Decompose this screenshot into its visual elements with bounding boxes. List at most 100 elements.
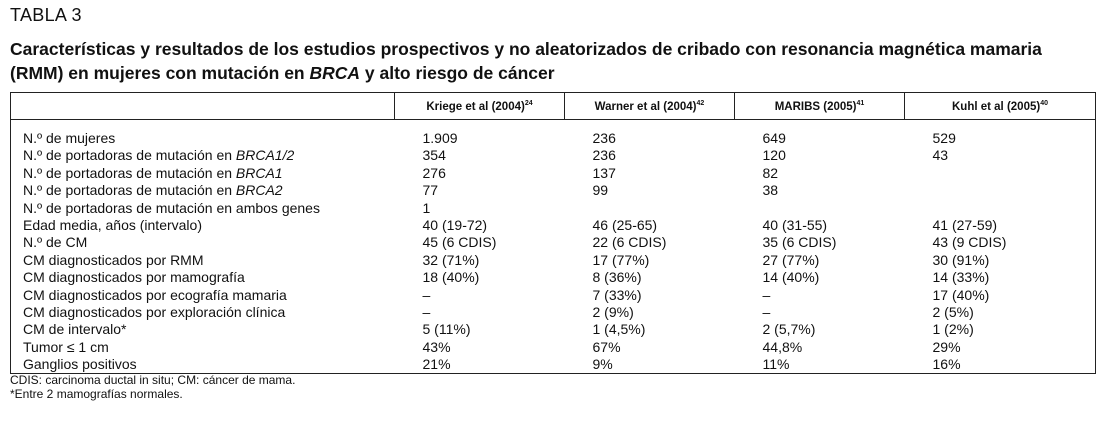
row-label: CM diagnosticados por mamografía: [11, 269, 395, 286]
row-label: N.º de portadoras de mutación en BRCA1: [11, 165, 395, 182]
label-italic: BRCA1: [235, 164, 283, 181]
label-text: N.º de mujeres: [23, 130, 116, 146]
cell: –: [422, 303, 431, 320]
header-cell: Kuhl et al (2005)40: [904, 92, 1096, 120]
cell: –: [422, 286, 431, 303]
cell: 44,8%: [762, 338, 803, 355]
label-text: CM diagnosticados por mamografía: [23, 269, 245, 286]
title-italic: BRCA: [309, 63, 361, 83]
label-text: CM diagnosticados por RMM: [23, 251, 204, 268]
cell: 14 (33%): [932, 269, 990, 286]
label-text: N.º de portadoras de mutación en: [23, 164, 236, 181]
cell: 1.909: [422, 130, 458, 146]
label-text: N.º de portadoras de mutación en: [23, 182, 236, 199]
empty-cell: [735, 200, 905, 217]
cell: 99: [592, 182, 609, 199]
cell: 5 (11%): [422, 321, 471, 338]
empty-cell: [905, 182, 1096, 199]
label-text: CM diagnosticados por ecografía mamaria: [23, 286, 287, 303]
column-ref: 40: [1040, 99, 1048, 107]
table-label: TABLA 3: [10, 5, 82, 25]
title-text: Características y resultados de los estu…: [10, 39, 1042, 83]
footnote: CDIS: carcinoma ductal in situ; CM: cánc…: [10, 373, 296, 387]
cell: –: [762, 286, 771, 303]
footnote: *Entre 2 mamografías normales.: [10, 387, 183, 401]
table-body: N.º de mujeres 1.909 236 649 529 N.º de porta…: [11, 120, 1096, 374]
label-text: N.º de portadoras de mutación en ambos g…: [23, 199, 320, 216]
row: CM diagnosticados por RMM 32 (71%) 17 (77%…: [11, 252, 1096, 269]
cell: 40 (19-72): [422, 216, 488, 233]
header-cell: MARIBS (2005)41: [734, 92, 905, 120]
row: N.º de CM 45 (6 CDIS) 22 (6 CDIS) 35 (6 CDI…: [11, 234, 1096, 251]
cell: 27 (77%): [762, 251, 820, 268]
cell: 18 (40%): [422, 269, 480, 286]
cell: –: [762, 303, 771, 320]
cell: 17 (77%): [592, 251, 650, 268]
row: N.º de portadoras de mutación en BRCA1 27…: [11, 165, 1096, 182]
cell: 38: [762, 182, 779, 199]
cell: 2 (5%): [932, 303, 974, 320]
column-name: Warner et al (2004): [594, 100, 697, 113]
empty-cell: [905, 165, 1096, 182]
cell: 82: [762, 164, 779, 181]
row: N.º de portadoras de mutación en BRCA1/2…: [11, 147, 1096, 164]
row: Edad media, años (intervalo) 40 (19-72) 46…: [11, 217, 1096, 234]
cell: 1 (4,5%): [592, 321, 646, 338]
table-title: Características y resultados de los estu…: [10, 37, 1090, 85]
cell: 8 (36%): [592, 269, 642, 286]
label-text: CM de intervalo*: [23, 321, 127, 338]
cell: 2 (5,7%): [762, 321, 816, 338]
row-label: CM diagnosticados por exploración clínic…: [11, 304, 395, 321]
cell: 120: [762, 147, 786, 164]
footnotes: CDIS: carcinoma ductal in situ; CM: cánc…: [10, 373, 295, 401]
cell: 21%: [422, 356, 451, 373]
label-text: Tumor ≤ 1 cm: [23, 338, 109, 355]
label-text: CM diagnosticados por exploración clínic…: [23, 303, 286, 320]
cell: 1: [422, 199, 431, 216]
cell: 354: [422, 147, 446, 164]
header-cell: [10, 92, 395, 120]
cell: 43: [932, 147, 949, 164]
cell: 276: [422, 164, 446, 181]
cell: 41 (27-59): [932, 216, 998, 233]
label-text: Edad media, años (intervalo): [23, 216, 202, 233]
cell: 16%: [932, 356, 961, 373]
cell: 43 (9 CDIS): [932, 234, 1007, 251]
row: Tumor ≤ 1 cm 43% 67% 44,8% 29%: [11, 339, 1096, 356]
column-name: MARIBS (2005): [774, 100, 857, 113]
cell: 14 (40%): [762, 269, 820, 286]
row: Ganglios positivos 21% 9% 11% 16%: [11, 356, 1096, 374]
cell: 1 (2%): [932, 321, 974, 338]
label-text: N.º de portadoras de mutación en: [23, 147, 236, 164]
cell: 9%: [592, 356, 613, 373]
data-table: Kriege et al (2004)24 Warner et al (2004)…: [10, 92, 1096, 375]
row-label: N.º de CM: [11, 234, 395, 251]
row-label: N.º de portadoras de mutación en BRCA2: [11, 182, 395, 199]
cell: 2 (9%): [592, 303, 634, 320]
cell: 40 (31-55): [762, 216, 828, 233]
row-label: Edad media, años (intervalo): [11, 217, 395, 234]
row-label: Tumor ≤ 1 cm: [11, 339, 395, 356]
header-cell: Warner et al (2004)42: [564, 92, 735, 120]
label-italic: BRCA1/2: [235, 147, 295, 164]
cell: 30 (91%): [932, 251, 990, 268]
row-label: N.º de portadoras de mutación en ambos g…: [11, 200, 395, 217]
cell: 32 (71%): [422, 251, 480, 268]
cell: 45 (6 CDIS): [422, 234, 497, 251]
column-ref: 41: [856, 99, 865, 107]
header-row: Kriege et al (2004)24 Warner et al (2004)…: [10, 92, 1096, 120]
cell: 649: [762, 130, 786, 146]
cell: 35 (6 CDIS): [762, 234, 837, 251]
row-label: CM diagnosticados por ecografía mamaria: [11, 287, 395, 304]
column-name: Kuhl et al (2005): [952, 100, 1041, 113]
row-label: CM diagnosticados por RMM: [11, 252, 395, 269]
row: CM diagnosticados por ecografía mamaria –…: [11, 287, 1096, 304]
row: N.º de mujeres 1.909 236 649 529: [11, 120, 1096, 148]
cell: 7 (33%): [592, 286, 642, 303]
empty-cell: [905, 200, 1096, 217]
row-label: CM de intervalo*: [11, 321, 395, 338]
row-label: N.º de mujeres: [11, 120, 395, 148]
column-name: Kriege et al (2004): [426, 100, 525, 113]
cell: 22 (6 CDIS): [592, 234, 667, 251]
